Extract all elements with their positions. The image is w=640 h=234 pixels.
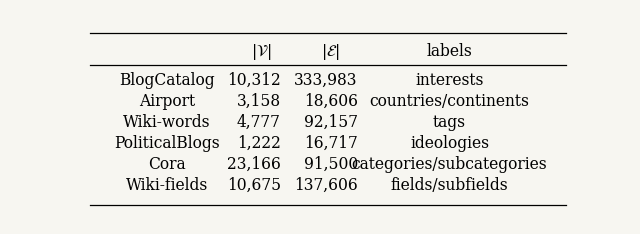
Text: fields/subfields: fields/subfields: [390, 177, 508, 194]
Text: 137,606: 137,606: [294, 177, 358, 194]
Text: 1,222: 1,222: [237, 135, 281, 152]
Text: 10,675: 10,675: [227, 177, 281, 194]
Text: labels: labels: [427, 43, 472, 60]
Text: $|\mathcal{E}|$: $|\mathcal{E}|$: [321, 41, 340, 62]
Text: BlogCatalog: BlogCatalog: [119, 72, 214, 89]
Text: 10,312: 10,312: [227, 72, 281, 89]
Text: 3,158: 3,158: [237, 93, 281, 110]
Text: Wiki-words: Wiki-words: [123, 114, 211, 131]
Text: Wiki-fields: Wiki-fields: [125, 177, 208, 194]
Text: 91,500: 91,500: [303, 156, 358, 173]
Text: 92,157: 92,157: [304, 114, 358, 131]
Text: 16,717: 16,717: [304, 135, 358, 152]
Text: Airport: Airport: [139, 93, 195, 110]
Text: PoliticalBlogs: PoliticalBlogs: [114, 135, 220, 152]
Text: countries/continents: countries/continents: [369, 93, 529, 110]
Text: ideologies: ideologies: [410, 135, 489, 152]
Text: 333,983: 333,983: [294, 72, 358, 89]
Text: 23,166: 23,166: [227, 156, 281, 173]
Text: Cora: Cora: [148, 156, 186, 173]
Text: tags: tags: [433, 114, 466, 131]
Text: $|\mathcal{V}|$: $|\mathcal{V}|$: [251, 41, 271, 62]
Text: categories/subcategories: categories/subcategories: [352, 156, 547, 173]
Text: interests: interests: [415, 72, 484, 89]
Text: 4,777: 4,777: [237, 114, 281, 131]
Text: 18,606: 18,606: [304, 93, 358, 110]
